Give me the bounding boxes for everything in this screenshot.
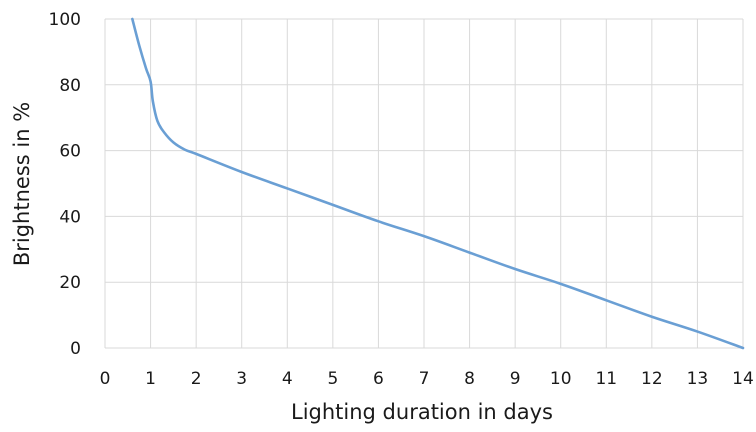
y-tick-label: 20 [59,273,81,293]
x-tick-label: 9 [510,369,521,389]
y-tick-label: 0 [70,339,81,359]
x-axis-ticks: 0 1 2 3 4 5 6 7 8 9 10 11 12 13 14 [100,369,754,389]
series-layer [131,17,745,350]
x-tick-label: 11 [595,369,617,389]
series-line-brightness [131,17,745,350]
x-tick-label: 1 [145,369,156,389]
x-tick-label: 3 [236,369,247,389]
x-tick-label: 8 [464,369,475,389]
y-axis-ticks: 0 20 40 60 80 100 [49,10,81,359]
x-axis-label: Lighting duration in days [291,400,553,424]
x-tick-label: 12 [641,369,663,389]
x-tick-label: 14 [732,369,754,389]
grid [104,18,744,349]
y-tick-label: 100 [49,10,81,30]
y-tick-label: 40 [59,207,81,227]
y-axis-label: Brightness in % [10,102,34,266]
y-tick-label: 60 [59,142,81,162]
x-tick-label: 6 [373,369,384,389]
y-tick-label: 80 [59,76,81,96]
x-tick-label: 13 [687,369,709,389]
x-tick-label: 7 [419,369,430,389]
x-tick-label: 10 [550,369,572,389]
x-tick-label: 4 [282,369,293,389]
x-tick-label: 2 [191,369,202,389]
x-tick-label: 5 [327,369,338,389]
x-tick-label: 0 [100,369,111,389]
